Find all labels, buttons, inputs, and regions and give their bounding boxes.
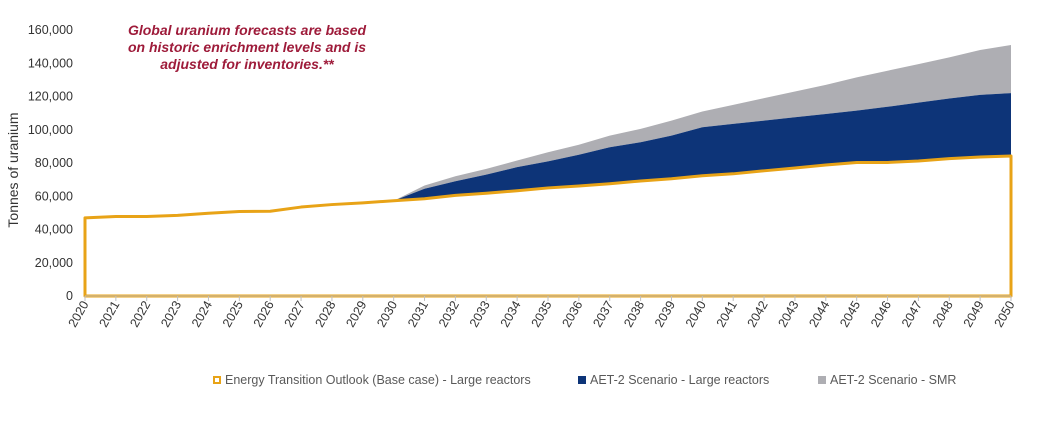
legend-swatch-base-case	[213, 376, 221, 384]
x-tick-label: 2047	[899, 298, 925, 329]
x-tick-label: 2037	[590, 298, 616, 329]
x-tick-label: 2022	[127, 298, 153, 329]
legend-swatch-aet2-smr	[818, 376, 826, 384]
x-tick-label: 2044	[806, 298, 832, 329]
x-tick-label: 2038	[621, 298, 647, 329]
x-tick-label: 2043	[776, 298, 802, 329]
x-tick-label: 2041	[714, 298, 740, 329]
x-tick-label: 2031	[405, 298, 431, 329]
x-tick-label: 2039	[652, 298, 678, 329]
x-tick-label: 2024	[189, 298, 215, 329]
x-tick-label: 2050	[992, 298, 1018, 329]
x-tick-label: 2025	[220, 298, 246, 329]
y-tick-label: 160,000	[28, 23, 73, 37]
x-tick-label: 2030	[374, 298, 400, 329]
x-tick-label: 2049	[961, 298, 987, 329]
y-tick-label: 20,000	[35, 256, 73, 270]
annotation-line-2: on historic enrichment levels and is	[127, 39, 367, 55]
legend-item-aet2-smr[interactable]: AET-2 Scenario - SMR	[818, 373, 956, 387]
y-tick-label: 140,000	[28, 56, 73, 70]
annotation-line-1: Global uranium forecasts are based	[127, 22, 367, 38]
legend: Energy Transition Outlook (Base case) - …	[0, 373, 1043, 393]
axes-layer	[84, 295, 1012, 301]
y-tick-label: 100,000	[28, 123, 73, 137]
y-axis-title: Tonnes of uranium	[5, 112, 21, 227]
annotation-line-3: adjusted for inventories.**	[160, 56, 334, 72]
x-tick-label: 2027	[282, 298, 308, 329]
x-tick-label: 2046	[868, 298, 894, 329]
legend-item-aet2-large[interactable]: AET-2 Scenario - Large reactors	[578, 373, 769, 387]
y-tick-label: 40,000	[35, 223, 73, 237]
x-tick-label: 2020	[66, 298, 92, 329]
x-tick-label: 2021	[96, 298, 122, 329]
y-tick-label: 60,000	[35, 189, 73, 203]
legend-label-aet2-smr: AET-2 Scenario - SMR	[830, 373, 957, 387]
x-tick-label: 2042	[745, 298, 771, 329]
x-tick-label: 2045	[837, 298, 863, 329]
x-tick-label: 2035	[529, 298, 555, 329]
area-base-case-large-reactors	[83, 154, 1013, 298]
x-tick-labels: 2020 2021 2022 2023 2024 2025 2026 2027 2028 2029…	[66, 298, 1018, 329]
legend-swatch-aet2-large	[578, 376, 586, 384]
chart-annotation: Global uranium forecasts are based on hi…	[92, 22, 402, 73]
legend-label-base-case: Energy Transition Outlook (Base case) - …	[225, 373, 531, 387]
y-tick-label: 120,000	[28, 90, 73, 104]
x-tick-label: 2034	[498, 298, 524, 329]
area-aet2-large-reactors	[85, 93, 1011, 218]
x-tick-label: 2036	[559, 298, 585, 329]
x-tick-label: 2029	[343, 298, 369, 329]
area-layer	[83, 44, 1013, 298]
y-tick-label: 80,000	[35, 156, 73, 170]
y-tick-label: 0	[66, 289, 73, 303]
x-tick-label: 2028	[313, 298, 339, 329]
y-tick-labels: 0 20,000 40,000 60,000 80,000 100,000 120,000 1…	[28, 23, 73, 303]
legend-item-base-case[interactable]: Energy Transition Outlook (Base case) - …	[213, 373, 531, 387]
legend-label-aet2-large: AET-2 Scenario - Large reactors	[590, 373, 770, 387]
x-tick-label: 2032	[436, 298, 462, 329]
x-tick-label: 2033	[467, 298, 493, 329]
x-tick-label: 2048	[930, 298, 956, 329]
x-tick-label: 2040	[683, 298, 709, 329]
x-tick-label: 2023	[158, 298, 184, 329]
x-tick-label: 2026	[251, 298, 277, 329]
